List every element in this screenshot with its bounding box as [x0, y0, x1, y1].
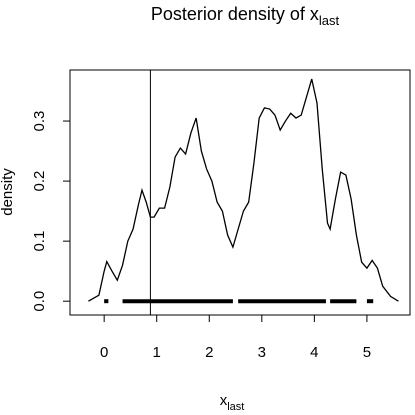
y-tick-label: 0.2 — [31, 171, 48, 192]
title-sub: last — [319, 13, 340, 28]
y-tick-label: 0.0 — [31, 291, 48, 312]
y-axis-label: density — [0, 168, 16, 216]
xlabel-main: x — [220, 392, 228, 409]
title-main: Posterior density of x — [151, 4, 319, 24]
x-tick-label: 2 — [205, 344, 213, 361]
density-line — [88, 78, 399, 302]
y-tick-label: 0.1 — [31, 231, 48, 252]
x-tick-label: 1 — [153, 344, 161, 361]
x-axis-label: xlast — [220, 392, 245, 413]
plot-box — [69, 69, 411, 316]
x-tick-label: 0 — [100, 344, 108, 361]
chart-title: Posterior density of xlast — [151, 4, 340, 28]
y-tick-label: 0.3 — [31, 111, 48, 132]
xlabel-sub: last — [227, 401, 244, 413]
x-tick-label: 3 — [258, 344, 266, 361]
x-tick-label: 4 — [310, 344, 318, 361]
x-tick-label: 5 — [363, 344, 371, 361]
